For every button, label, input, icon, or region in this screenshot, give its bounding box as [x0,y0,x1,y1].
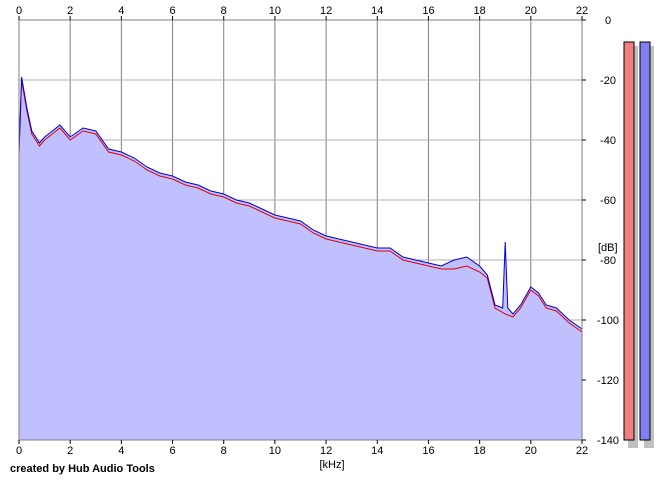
x-top-tick-label-0: 0 [16,5,22,17]
x-bottom-tick-label-10: 20 [525,445,537,457]
x-top-ticks: 0 2 4 6 8 10 12 14 16 18 20 22 [16,5,588,20]
x-axis-label: [kHz] [319,459,344,471]
x-bottom-tick-label-11: 22 [576,445,588,457]
x-bottom-tick-label-1: 2 [67,445,73,457]
x-top-tick-label-2: 4 [118,5,124,17]
y-tick-label-1: -20 [600,75,616,87]
level-meters [623,41,654,448]
x-bottom-tick-label-2: 4 [118,445,124,457]
x-top-tick-label-4: 8 [221,5,227,17]
plot-frame [18,19,583,441]
y-tick-label-5: -100 [597,315,619,327]
x-top-tick-label-6: 12 [320,5,332,17]
series-0-line [18,79,583,333]
x-bottom-tick-label-3: 6 [169,445,175,457]
level-meter-bar-0 [623,41,635,441]
x-bottom-tick-label-7: 14 [371,445,383,457]
x-bottom-tick-label-9: 18 [474,445,486,457]
y-tick-label-3: -60 [600,195,616,207]
x-bottom-tick-label-5: 10 [269,445,281,457]
x-top-tick-label-11: 22 [576,5,588,17]
y-tick-label-7: -140 [597,435,619,447]
x-top-tick-label-8: 16 [422,5,434,17]
x-bottom-tick-label-0: 0 [16,445,22,457]
x-bottom-tick-label-8: 16 [422,445,434,457]
x-top-tick-label-7: 14 [371,5,383,17]
level-meter-bar-1 [639,41,651,441]
spectrum-area-fill [19,77,582,440]
credit-text: created by Hub Audio Tools [10,463,155,475]
x-bottom-tick-label-4: 8 [221,445,227,457]
y-tick-label-2: -40 [600,135,616,147]
x-bottom-ticks: 0 2 4 6 8 10 12 14 16 18 20 22 [16,440,588,457]
x-top-tick-label-1: 2 [67,5,73,17]
y-tick-label-6: -120 [597,375,619,387]
series-1-line [18,76,583,330]
x-top-tick-label-9: 18 [474,5,486,17]
x-top-tick-label-10: 20 [525,5,537,17]
y-ticks: 0 -20 -40 -60 -80 -100 -120 -140 [582,15,619,447]
x-top-tick-label-3: 6 [169,5,175,17]
y-axis-label: [dB] [598,242,618,254]
y-tick-label-0: 0 [605,15,611,27]
x-bottom-tick-label-6: 12 [320,445,332,457]
x-top-tick-label-5: 10 [269,5,281,17]
y-tick-label-4: -80 [600,255,616,267]
